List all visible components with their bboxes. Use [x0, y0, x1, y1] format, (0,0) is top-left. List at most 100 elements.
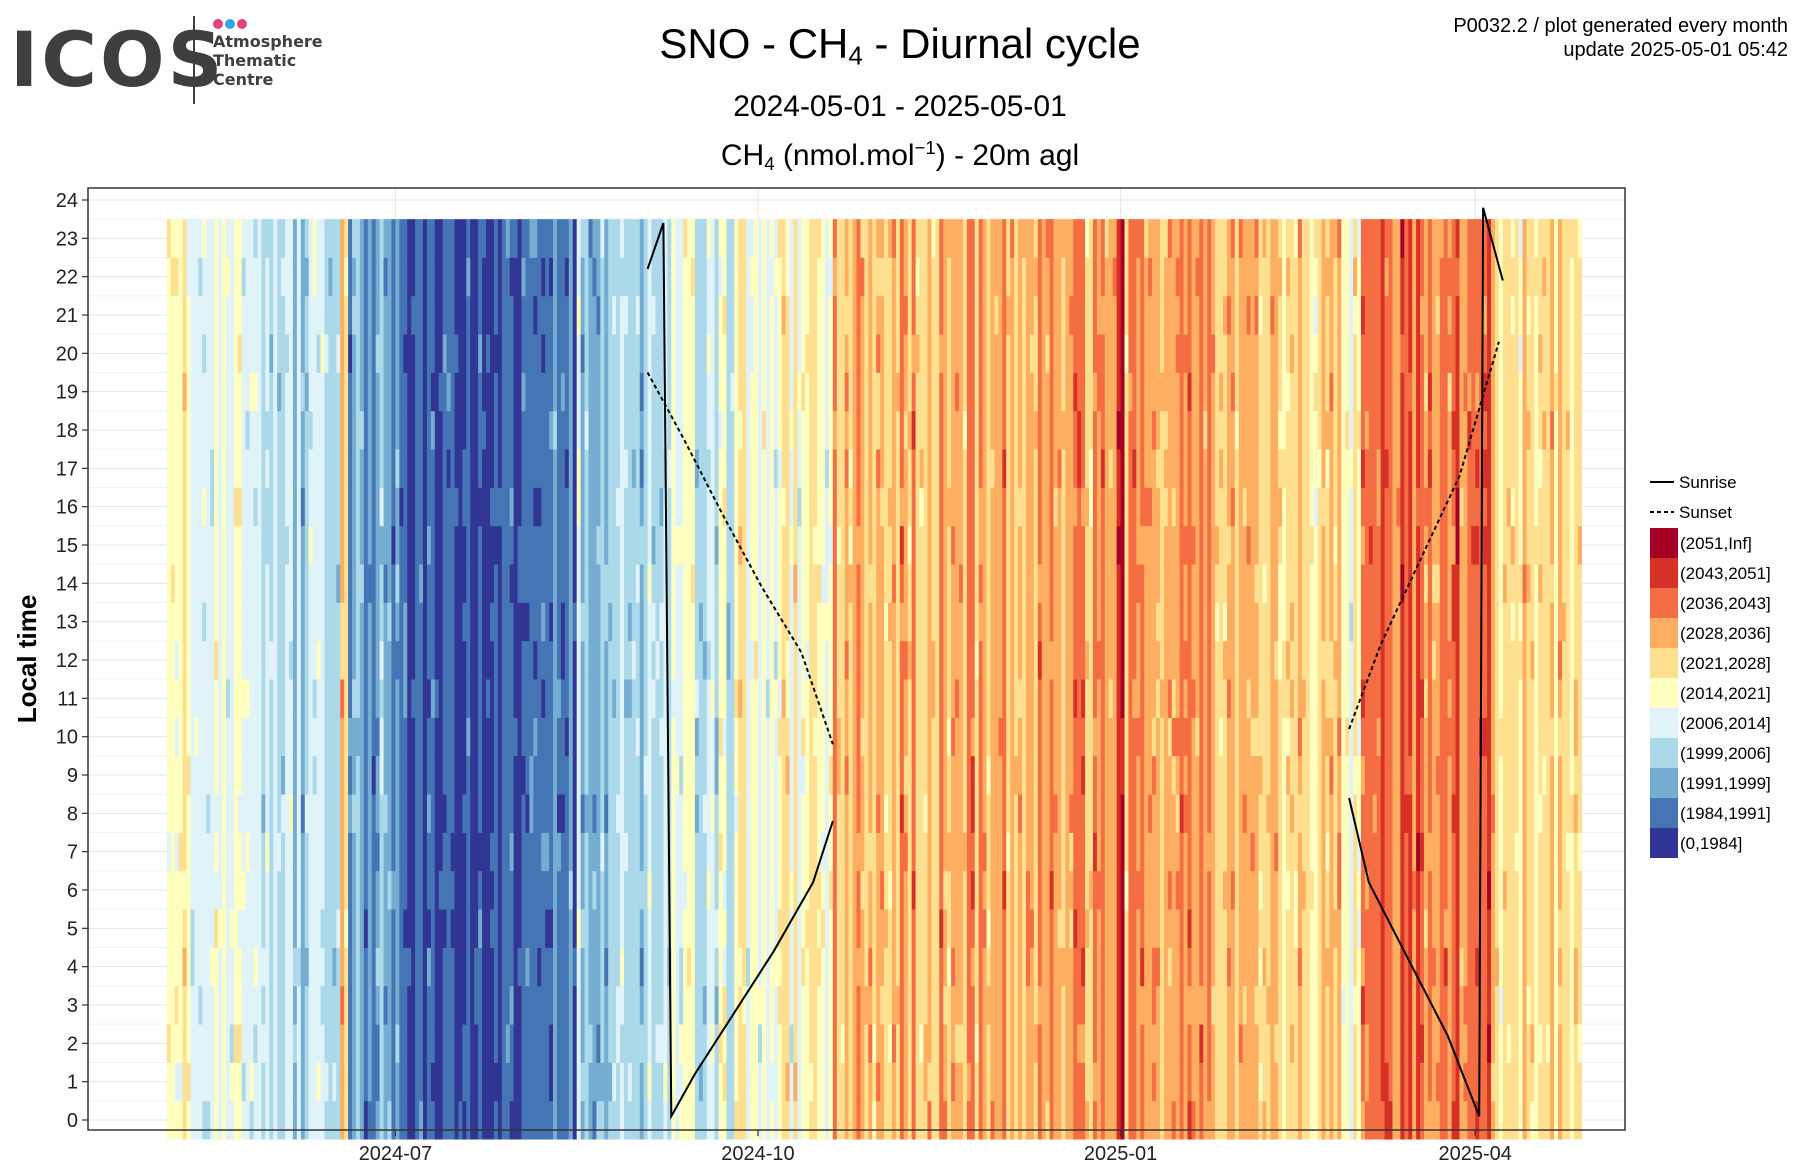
heatmap-cell	[754, 602, 759, 642]
heatmap-cell	[821, 640, 826, 680]
heatmap-cell	[261, 640, 266, 680]
heatmap-cell	[690, 334, 696, 373]
heatmap-cell	[576, 295, 581, 335]
heatmap-cell	[509, 257, 514, 297]
heatmap-cell	[363, 679, 369, 718]
heatmap-cell	[955, 525, 960, 565]
heatmap-cell	[458, 372, 463, 412]
heatmap-cell	[375, 1024, 380, 1063]
heatmap-cell	[478, 755, 483, 795]
heatmap-cell	[907, 794, 913, 833]
heatmap-cell	[891, 1100, 897, 1140]
heatmap-cell	[596, 1024, 601, 1063]
heatmap-cell	[285, 640, 290, 680]
heatmap-cell	[422, 564, 428, 603]
heatmap-cell	[659, 602, 664, 642]
heatmap-cell	[789, 410, 794, 450]
heatmap-cell	[359, 947, 365, 987]
heatmap-cell	[281, 295, 286, 335]
heatmap-cell	[765, 410, 771, 450]
heatmap-cell	[489, 794, 495, 833]
heatmap-cell	[489, 985, 495, 1025]
heatmap-cell	[588, 679, 593, 718]
heatmap-cell	[419, 717, 424, 757]
heatmap-cell	[730, 755, 735, 795]
heatmap-cell	[923, 985, 928, 1025]
heatmap-cell	[482, 755, 487, 795]
heatmap-cell	[856, 870, 861, 910]
heatmap-cell	[683, 947, 688, 987]
heatmap-cell	[344, 794, 349, 833]
heatmap-cell	[958, 525, 964, 565]
heatmap-cell	[683, 487, 688, 527]
heatmap-cell	[832, 909, 838, 948]
heatmap-cell	[631, 832, 637, 872]
heatmap-cell	[371, 755, 377, 795]
heatmap-cell	[395, 372, 400, 412]
heatmap-cell	[344, 947, 349, 987]
heatmap-cell	[572, 295, 578, 335]
heatmap-cell	[679, 640, 684, 680]
heatmap-cell	[174, 870, 179, 910]
heatmap-cell	[533, 334, 538, 373]
heatmap-cell	[659, 487, 664, 527]
heatmap-cell	[797, 1062, 802, 1102]
heatmap-cell	[769, 1024, 775, 1063]
heatmap-cell	[363, 525, 369, 565]
heatmap-cell	[324, 219, 329, 258]
heatmap-cell	[734, 602, 739, 642]
heatmap-cell	[225, 909, 231, 948]
heatmap-cell	[698, 602, 704, 642]
heatmap-cell	[742, 985, 747, 1025]
heatmap-cell	[249, 909, 254, 948]
heatmap-cell	[541, 410, 546, 450]
heatmap-cell	[229, 1024, 235, 1063]
heatmap-cell	[683, 794, 688, 833]
heatmap-cell	[848, 679, 853, 718]
heatmap-cell	[419, 487, 424, 527]
heatmap-cell	[454, 487, 459, 527]
heatmap-cell	[454, 257, 459, 297]
heatmap-cell	[596, 257, 601, 297]
heatmap-cell	[288, 717, 294, 757]
heatmap-cell	[832, 1024, 838, 1063]
heatmap-cell	[505, 410, 511, 450]
heatmap-cell	[907, 947, 913, 987]
heatmap-cell	[576, 564, 581, 603]
heatmap-cell	[655, 257, 660, 297]
heatmap-cell	[801, 909, 806, 948]
heatmap-cell	[832, 372, 838, 412]
heatmap-cell	[679, 717, 684, 757]
heatmap-cell	[470, 372, 475, 412]
heatmap-cell	[391, 1024, 396, 1063]
heatmap-cell	[383, 410, 388, 450]
heatmap-cell	[198, 985, 203, 1025]
heatmap-cell	[466, 679, 471, 718]
heatmap-cell	[198, 717, 203, 757]
heatmap-cell	[344, 1100, 349, 1140]
heatmap-cell	[643, 1062, 648, 1102]
heatmap-cell	[336, 909, 341, 948]
heatmap-cell	[545, 832, 550, 872]
heatmap-cell	[462, 947, 467, 987]
heatmap-cell	[285, 1024, 290, 1063]
heatmap-cell	[533, 564, 538, 603]
heatmap-cell	[773, 564, 779, 603]
heatmap-cell	[454, 1100, 459, 1140]
heatmap-cell	[683, 755, 688, 795]
heatmap-cell	[943, 794, 948, 833]
heatmap-cell	[541, 602, 546, 642]
heatmap-cell	[407, 487, 412, 527]
heatmap-cell	[296, 870, 302, 910]
heatmap-cell	[257, 679, 262, 718]
heatmap-cell	[387, 487, 392, 527]
heatmap-cell	[281, 219, 286, 258]
heatmap-cell	[426, 525, 432, 565]
heatmap-cell	[927, 985, 932, 1025]
heatmap-cell	[596, 487, 601, 527]
heatmap-cell	[864, 219, 869, 258]
heatmap-cell	[489, 487, 495, 527]
heatmap-cell	[261, 219, 266, 258]
heatmap-cell	[541, 985, 546, 1025]
heatmap-cell	[868, 870, 873, 910]
